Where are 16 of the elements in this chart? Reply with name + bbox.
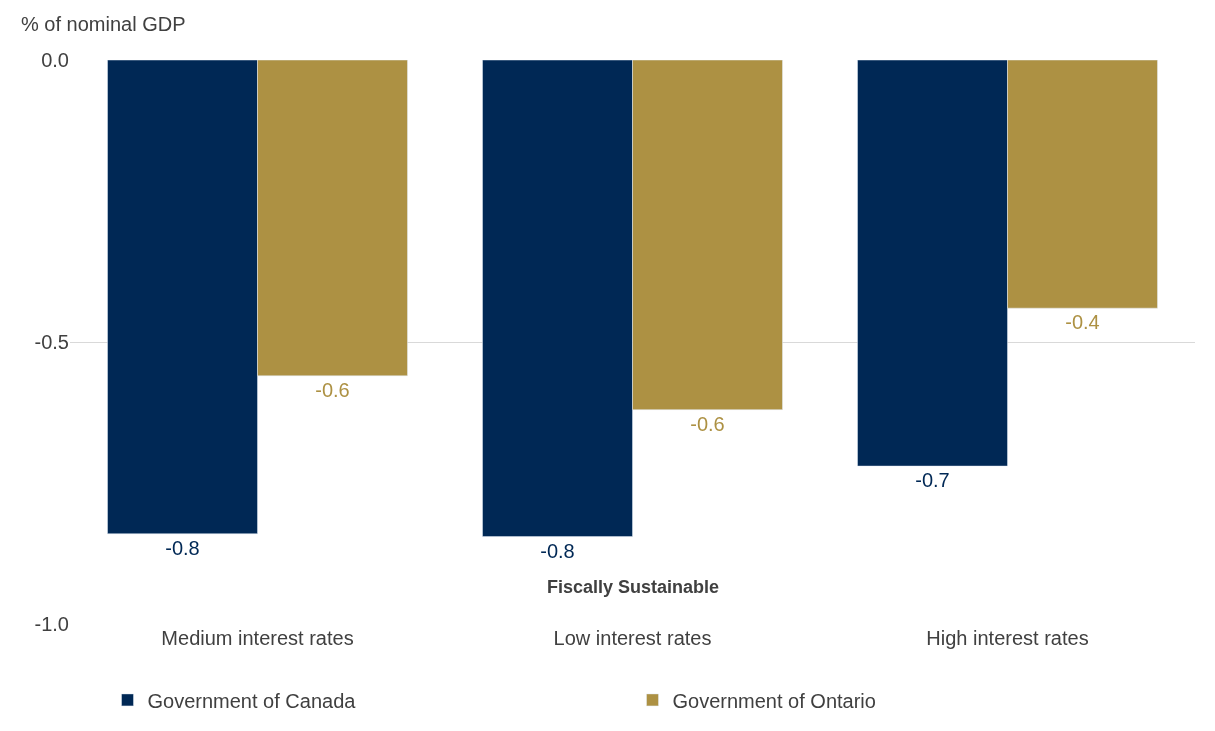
y-tick-label: -1.0 bbox=[34, 613, 69, 635]
annotation: Fiscally Sustainable bbox=[547, 577, 720, 597]
data-label: -0.8 bbox=[165, 536, 200, 559]
y-axis-title: % of nominal GDP bbox=[21, 13, 186, 35]
data-label: -0.8 bbox=[540, 539, 575, 562]
data-label: -0.6 bbox=[690, 412, 725, 435]
legend-label: Government of Ontario bbox=[672, 689, 876, 712]
data-label: -0.6 bbox=[315, 378, 350, 401]
x-tick-label: Medium interest rates bbox=[161, 627, 354, 649]
x-tick-label: High interest rates bbox=[926, 627, 1089, 649]
legend-label: Government of Canada bbox=[147, 689, 357, 712]
y-tick-label: -0.5 bbox=[34, 331, 69, 353]
data-label: -0.4 bbox=[1065, 311, 1100, 334]
x-tick-label: Low interest rates bbox=[553, 627, 712, 649]
data-label: -0.7 bbox=[915, 469, 950, 492]
y-tick-label: 0.0 bbox=[41, 49, 69, 71]
